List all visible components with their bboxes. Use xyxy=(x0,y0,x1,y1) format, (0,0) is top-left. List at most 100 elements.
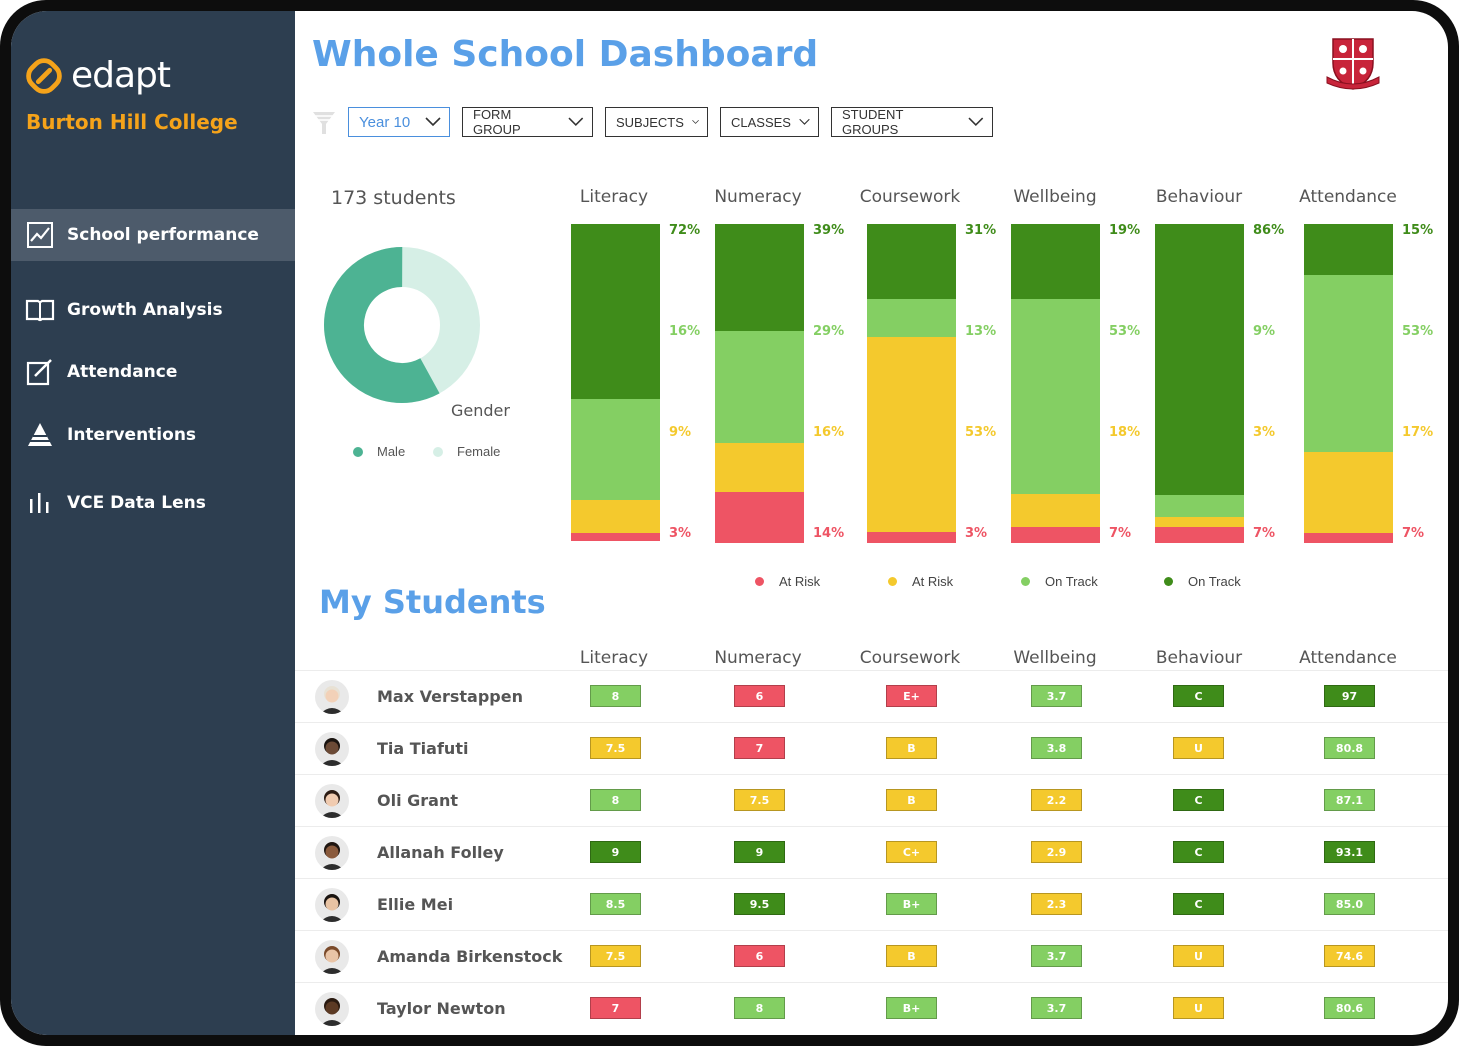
bar-segment[interactable] xyxy=(715,224,804,331)
bar-segment[interactable] xyxy=(715,442,804,492)
score-badge[interactable]: 6 xyxy=(734,685,785,707)
score-badge[interactable]: 7.5 xyxy=(590,945,641,967)
score-badge[interactable]: 80.6 xyxy=(1324,997,1375,1019)
score-badge[interactable]: U xyxy=(1173,737,1224,759)
score-badge[interactable]: 2.2 xyxy=(1031,789,1082,811)
bar-segment[interactable] xyxy=(867,224,956,299)
student-name[interactable]: Amanda Birkenstock xyxy=(377,947,563,966)
bar-segment[interactable] xyxy=(1155,495,1244,518)
table-row[interactable]: Tia Tiafuti 7.5 7 B 3.8 U 80.8 xyxy=(295,722,1448,774)
table-row[interactable]: Taylor Newton 7 8 B+ 3.7 U 80.6 xyxy=(295,982,1448,1034)
bar-segment[interactable] xyxy=(1011,298,1100,494)
bar-segment[interactable] xyxy=(715,330,804,443)
score-badge[interactable]: C xyxy=(1173,841,1224,863)
score-badge[interactable]: 3.7 xyxy=(1031,685,1082,707)
bar-segment[interactable] xyxy=(1011,493,1100,528)
table-row[interactable]: Amanda Birkenstock 7.5 6 B 3.7 U 74.6 xyxy=(295,930,1448,982)
student-name[interactable]: Oli Grant xyxy=(377,791,458,810)
sidebar: edapt Burton Hill College School perform… xyxy=(11,11,295,1035)
bar-segment[interactable] xyxy=(715,491,804,543)
bar-segment[interactable] xyxy=(867,337,956,532)
filter-icon[interactable] xyxy=(312,110,336,136)
score-badge[interactable]: 7 xyxy=(590,997,641,1019)
classes-filter-dropdown[interactable]: CLASSES xyxy=(720,107,819,137)
table-row[interactable]: Allanah Folley 9 9 C+ 2.9 C 93.1 xyxy=(295,826,1448,878)
score-badge[interactable]: 7.5 xyxy=(734,789,785,811)
score-badge[interactable]: 93.1 xyxy=(1324,841,1375,863)
score-badge[interactable]: B xyxy=(886,789,937,811)
score-badge[interactable]: B+ xyxy=(886,997,937,1019)
subjects-filter-dropdown[interactable]: SUBJECTS xyxy=(605,107,708,137)
score-badge[interactable]: B+ xyxy=(886,893,937,915)
student-name[interactable]: Allanah Folley xyxy=(377,843,504,862)
year-filter-dropdown[interactable]: Year 10 xyxy=(348,107,450,137)
sidebar-item-school-performance[interactable]: School performance xyxy=(11,209,295,261)
score-badge[interactable]: 2.3 xyxy=(1031,893,1082,915)
bar-segment[interactable] xyxy=(1304,224,1393,276)
bar-segment[interactable] xyxy=(571,224,660,400)
legend-dot xyxy=(433,446,443,457)
student-groups-filter-label: STUDENT GROUPS xyxy=(842,107,904,137)
score-badge[interactable]: 6 xyxy=(734,945,785,967)
score-badge[interactable]: U xyxy=(1173,997,1224,1019)
score-badge[interactable]: 3.7 xyxy=(1031,945,1082,967)
bar-segment[interactable] xyxy=(571,533,660,542)
sidebar-item-attendance[interactable]: Attendance xyxy=(11,346,295,398)
score-badge[interactable]: C xyxy=(1173,893,1224,915)
score-badge[interactable]: 7.5 xyxy=(590,737,641,759)
sidebar-item-interventions[interactable]: Interventions xyxy=(11,409,295,461)
bar-segment[interactable] xyxy=(1304,452,1393,534)
bar-segment[interactable] xyxy=(1304,533,1393,543)
score-badge[interactable]: 87.1 xyxy=(1324,789,1375,811)
score-badge[interactable]: B xyxy=(886,737,937,759)
score-badge[interactable]: 3.7 xyxy=(1031,997,1082,1019)
bar-segment[interactable] xyxy=(1155,517,1244,528)
score-badge[interactable]: U xyxy=(1173,945,1224,967)
legend-male: Male xyxy=(353,444,405,459)
score-badge[interactable]: 7 xyxy=(734,737,785,759)
student-name[interactable]: Ellie Mei xyxy=(377,895,454,914)
score-badge[interactable]: 2.9 xyxy=(1031,841,1082,863)
bar-segment[interactable] xyxy=(571,499,660,534)
sidebar-item-growth-analysis[interactable]: Growth Analysis xyxy=(11,284,295,336)
brand-logo[interactable]: edapt xyxy=(25,55,171,96)
score-badge[interactable]: 9 xyxy=(734,841,785,863)
score-badge[interactable]: 8 xyxy=(590,789,641,811)
bar-percent-label: 9% xyxy=(669,425,692,440)
score-badge[interactable]: 74.6 xyxy=(1324,945,1375,967)
bar-segment[interactable] xyxy=(1155,224,1244,496)
score-badge[interactable]: 3.8 xyxy=(1031,737,1082,759)
bar-segment[interactable] xyxy=(867,531,956,543)
bar-segment[interactable] xyxy=(571,399,660,500)
bar-percent-label: 7% xyxy=(1402,526,1425,541)
score-badge[interactable]: E+ xyxy=(886,685,937,707)
score-badge[interactable]: 8.5 xyxy=(590,893,641,915)
score-badge[interactable]: 9 xyxy=(590,841,641,863)
student-name[interactable]: Max Verstappen xyxy=(377,687,523,706)
form-group-filter-dropdown[interactable]: FORM GROUP xyxy=(462,107,593,137)
score-badge[interactable]: 8 xyxy=(734,997,785,1019)
bar-segment[interactable] xyxy=(867,298,956,338)
student-name[interactable]: Tia Tiafuti xyxy=(377,739,469,758)
table-row[interactable]: Ellie Mei 8.5 9.5 B+ 2.3 C 85.0 xyxy=(295,878,1448,930)
score-badge[interactable]: B xyxy=(886,945,937,967)
table-row[interactable]: Oli Grant 8 7.5 B 2.2 C 87.1 xyxy=(295,774,1448,826)
score-badge[interactable]: C xyxy=(1173,789,1224,811)
table-row[interactable]: Max Verstappen 8 6 E+ 3.7 C 97 xyxy=(295,670,1448,722)
score-badge[interactable]: 9.5 xyxy=(734,893,785,915)
student-groups-filter-dropdown[interactable]: STUDENT GROUPS xyxy=(831,107,993,137)
score-badge[interactable]: 8 xyxy=(590,685,641,707)
score-badge[interactable]: 85.0 xyxy=(1324,893,1375,915)
bar-segment[interactable] xyxy=(1304,275,1393,453)
score-badge[interactable]: C+ xyxy=(886,841,937,863)
bar-segment[interactable] xyxy=(1011,224,1100,299)
legend-dot xyxy=(755,577,764,586)
student-name[interactable]: Taylor Newton xyxy=(377,999,506,1018)
score-badge[interactable]: 80.8 xyxy=(1324,737,1375,759)
bar-segment[interactable] xyxy=(1011,527,1100,543)
score-badge[interactable]: C xyxy=(1173,685,1224,707)
bar-segment[interactable] xyxy=(1155,527,1244,543)
sidebar-item-vce-data-lens[interactable]: VCE Data Lens xyxy=(11,477,295,529)
score-badge[interactable]: 97 xyxy=(1324,685,1375,707)
legend-label: Male xyxy=(377,444,406,459)
